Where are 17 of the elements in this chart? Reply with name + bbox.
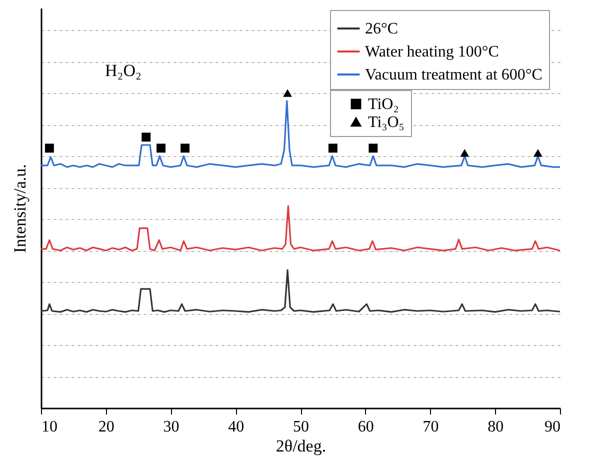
legend-label: 26°C — [365, 20, 398, 38]
y-axis-title: Intensity/a.u. — [10, 164, 30, 253]
x-tick-label: 30 — [163, 418, 180, 436]
x-tick-label: 70 — [422, 418, 439, 436]
x-tick-label: 80 — [488, 418, 504, 436]
x-axis-title: 2θ/deg. — [276, 436, 326, 456]
x-tick-label: 50 — [293, 418, 309, 436]
legend-label: TiO₂ — [368, 96, 399, 113]
x-tick-label: 60 — [358, 418, 374, 436]
legend-label: Water heating 100°C — [365, 44, 499, 60]
legend-label: Vacuum treatment at 600°C — [365, 66, 542, 84]
x-tick-label: 90 — [544, 418, 560, 436]
text: H₂O₂ — [105, 61, 142, 80]
legend-label: Ti₃O₅ — [368, 114, 404, 131]
x-tick-label: 20 — [98, 418, 114, 436]
x-tick-label: 40 — [228, 418, 244, 436]
x-tick-label: 10 — [42, 418, 58, 436]
